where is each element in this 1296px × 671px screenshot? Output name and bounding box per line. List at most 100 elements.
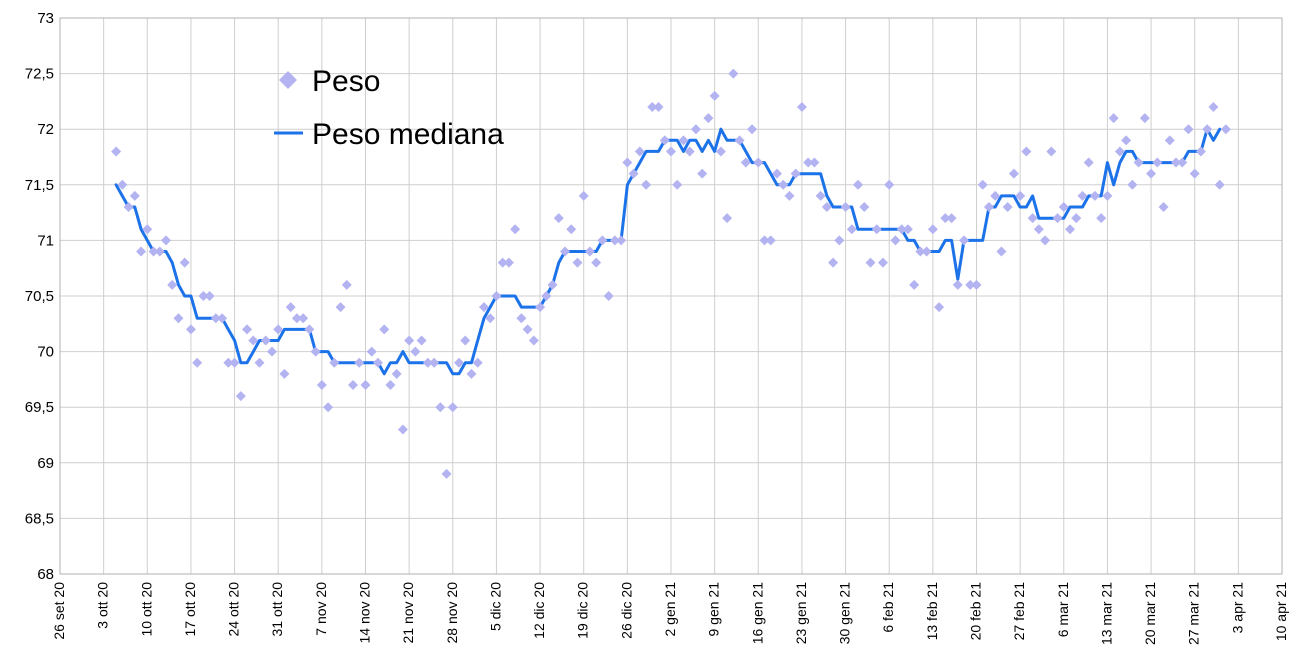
peso-point [734, 135, 745, 146]
peso-point [242, 324, 253, 335]
peso-point [1152, 157, 1163, 168]
peso-point [609, 235, 620, 246]
peso-point [1077, 190, 1088, 201]
legend: Peso Peso mediana [274, 65, 504, 151]
peso-point [952, 279, 963, 290]
peso-point [603, 291, 614, 301]
peso-point [136, 246, 147, 257]
peso-point [877, 257, 888, 268]
peso-point [279, 368, 290, 379]
x-tick-label: 30 gen 21 [837, 582, 853, 644]
peso-point [397, 424, 408, 435]
peso-point [666, 146, 676, 157]
peso-point [273, 324, 284, 335]
peso-point [466, 368, 477, 379]
peso-point [522, 324, 533, 335]
x-tick-label: 10 ott 20 [138, 582, 154, 637]
peso-point [1146, 168, 1157, 179]
x-tick-label: 20 feb 21 [968, 582, 984, 641]
peso-point [697, 168, 708, 179]
peso-point [248, 335, 259, 346]
x-tick-label: 3 apr 21 [1229, 582, 1245, 634]
peso-point [179, 257, 190, 268]
peso-point [1096, 213, 1107, 224]
peso-point [1202, 124, 1213, 135]
peso-point [1058, 202, 1069, 213]
peso-point [902, 224, 913, 235]
x-tick-label: 16 gen 21 [749, 582, 765, 644]
peso-point [684, 146, 695, 157]
peso-point [416, 335, 427, 346]
peso-point [940, 213, 951, 224]
y-tick-label: 71,5 [25, 177, 54, 194]
peso-point [672, 179, 683, 190]
peso-point [909, 279, 920, 290]
peso-point [884, 179, 895, 190]
peso-point [192, 357, 203, 368]
peso-point [460, 335, 471, 346]
peso-point [728, 68, 739, 79]
x-tick-label: 13 mar 21 [1098, 582, 1114, 645]
peso-point [503, 257, 514, 268]
peso-point [117, 179, 128, 190]
peso-point [129, 190, 140, 201]
peso-point [996, 246, 1007, 257]
peso-point [1027, 213, 1038, 224]
peso-point [1177, 157, 1188, 168]
peso-point [690, 124, 701, 135]
peso-point [167, 279, 178, 290]
y-tick-label: 70 [37, 344, 54, 361]
peso-point [722, 213, 733, 224]
y-tick-label: 73 [37, 10, 54, 27]
peso-point [111, 146, 122, 157]
peso-point [491, 291, 502, 301]
peso-point [959, 235, 970, 246]
peso-point [1083, 157, 1094, 168]
peso-point [578, 190, 589, 201]
peso-point [859, 202, 870, 213]
y-axis: 68 68,5 69 69,5 70 70,5 71 71,5 72 72,5 73 [25, 10, 54, 583]
peso-point [478, 302, 489, 313]
peso-point [815, 190, 826, 201]
peso-point [1127, 179, 1138, 190]
peso-point [1040, 235, 1051, 246]
peso-point [622, 157, 633, 168]
y-tick-label: 69 [37, 455, 54, 472]
peso-point [385, 379, 396, 390]
peso-point [1121, 135, 1132, 146]
y-tick-label: 68 [37, 566, 54, 583]
x-tick-label: 20 mar 21 [1142, 582, 1158, 645]
legend-diamond-icon [279, 71, 297, 89]
peso-point [173, 313, 184, 324]
x-tick-label: 17 ott 20 [182, 582, 198, 637]
peso-point [360, 379, 371, 390]
peso-point [217, 313, 228, 324]
peso-point [846, 224, 857, 235]
peso-point [921, 246, 932, 257]
peso-point [584, 246, 595, 257]
peso-point [410, 346, 421, 357]
peso-point [210, 313, 221, 324]
peso-point [896, 224, 907, 235]
peso-point [1220, 124, 1231, 135]
peso-point [641, 179, 652, 190]
peso-point [454, 357, 465, 368]
peso-point [291, 313, 302, 324]
peso-point [379, 324, 390, 335]
peso-point [591, 257, 602, 268]
peso-point [223, 357, 234, 368]
peso-point [1102, 190, 1113, 201]
peso-point [703, 113, 714, 124]
peso-point [747, 124, 758, 135]
peso-point [1214, 179, 1225, 190]
x-tick-label: 7 nov 20 [313, 582, 329, 636]
peso-point [1171, 157, 1182, 168]
peso-point [298, 313, 309, 324]
x-tick-label: 12 dic 20 [531, 582, 547, 639]
x-tick-label: 21 nov 20 [400, 582, 416, 644]
y-tick-label: 70,5 [25, 288, 54, 305]
peso-point [890, 235, 901, 246]
x-tick-label: 6 mar 21 [1055, 582, 1071, 637]
peso-point [1158, 202, 1169, 213]
